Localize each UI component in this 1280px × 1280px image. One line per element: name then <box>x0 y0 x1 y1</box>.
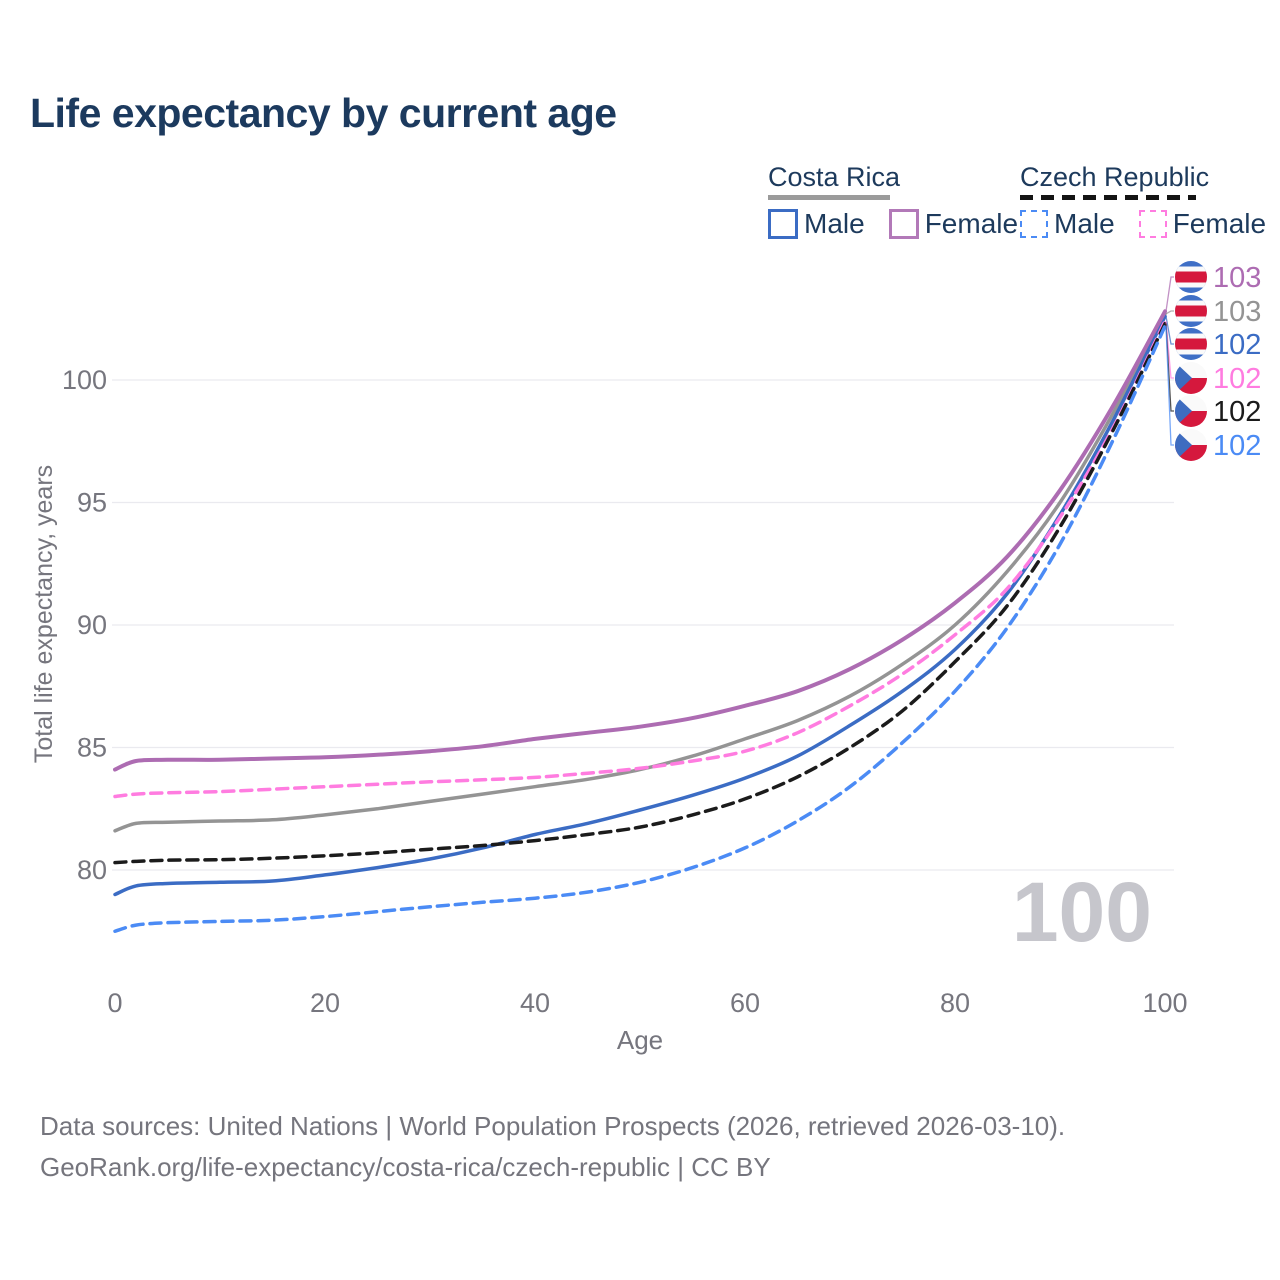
end-label-leader-costa-rica-male <box>1165 316 1174 345</box>
costa-rica-flag-icon <box>1175 261 1207 293</box>
legend-item-label: Female <box>924 208 1019 239</box>
legend-item-label: Male <box>1054 208 1115 239</box>
chart-footer: Data sources: United Nations | World Pop… <box>40 1106 1065 1188</box>
legend-group-costa-rica: Costa Rica Male Female <box>768 162 1018 239</box>
end-label-leader-costa-rica-female <box>1165 276 1174 312</box>
age-counter-watermark: 100 <box>1012 865 1152 959</box>
czech-republic-flag-icon <box>1175 429 1207 461</box>
costa-rica-male-swatch-icon <box>768 209 798 239</box>
costa-rica-flag-icon <box>1175 328 1207 360</box>
y-tick-label-80: 80 <box>77 855 107 885</box>
y-axis-title: Total life expectancy, years <box>30 465 58 763</box>
legend-group-czech-republic: Czech Republic Male Female <box>1020 162 1266 239</box>
y-tick-label-100: 100 <box>62 365 107 395</box>
czech-republic-female-swatch-icon <box>1138 210 1167 238</box>
series-line-czech-republic-male[interactable] <box>113 324 1167 933</box>
x-tick-label-0: 0 <box>107 988 122 1018</box>
czech-republic-flag-icon <box>1175 362 1207 394</box>
end-value-label-czech-republic: 102 <box>1213 396 1261 428</box>
legend-item-czech-republic-male[interactable]: Male <box>1020 209 1115 239</box>
end-label-leader-czech-republic-male <box>1165 326 1174 446</box>
series-line-czech-republic-female[interactable] <box>113 319 1167 799</box>
end-value-label-costa-rica-female: 103 <box>1213 262 1261 294</box>
x-tick-label-40: 40 <box>520 988 550 1018</box>
end-value-label-czech-republic-male: 102 <box>1213 430 1261 462</box>
legend-item-costa-rica-male[interactable]: Male <box>768 209 865 239</box>
czech-republic-male-swatch-icon <box>1020 210 1048 238</box>
y-tick-label-95: 95 <box>77 488 107 518</box>
czech-republic-flag-icon <box>1175 395 1207 427</box>
costa-rica-flag-icon <box>1175 295 1207 327</box>
series-line-czech-republic[interactable] <box>113 321 1167 865</box>
legend-item-label: Female <box>1172 208 1267 239</box>
legend-item-label: Male <box>804 208 865 239</box>
x-tick-label-80: 80 <box>940 988 970 1018</box>
end-label-leader-costa-rica <box>1165 310 1174 315</box>
end-value-label-czech-republic-female: 102 <box>1213 363 1261 395</box>
end-label-leader-czech-republic-female <box>1165 321 1174 379</box>
chart-legend: Costa Rica Male Female Czech Republic Ma… <box>0 162 1280 242</box>
y-tick-label-85: 85 <box>77 733 107 763</box>
end-value-label-costa-rica-male: 102 <box>1213 329 1261 361</box>
page-title: Life expectancy by current age <box>30 90 617 136</box>
costa-rica-female-swatch-icon <box>888 209 919 239</box>
data-sources-text: Data sources: United Nations | World Pop… <box>40 1111 1066 1141</box>
legend-title-czech-republic: Czech Republic <box>1020 162 1210 192</box>
series-line-costa-rica-female[interactable] <box>113 309 1167 772</box>
legend-item-costa-rica-female[interactable]: Female <box>888 208 1019 239</box>
czech-republic-dashed-line-swatch <box>1020 195 1196 200</box>
x-axis-title: Age <box>617 1025 663 1055</box>
legend-item-czech-republic-female[interactable]: Female <box>1138 208 1267 239</box>
legend-title-costa-rica: Costa Rica <box>768 162 901 192</box>
x-tick-label-100: 100 <box>1142 988 1187 1018</box>
series-line-costa-rica-male[interactable] <box>113 314 1167 897</box>
x-tick-label-20: 20 <box>310 988 340 1018</box>
end-value-label-costa-rica: 103 <box>1213 296 1261 328</box>
x-tick-label-60: 60 <box>730 988 760 1018</box>
y-tick-label-90: 90 <box>77 610 107 640</box>
series-line-costa-rica[interactable] <box>113 312 1167 833</box>
attribution-text: GeoRank.org/life-expectancy/costa-rica/c… <box>40 1152 771 1182</box>
costa-rica-solid-line-swatch <box>768 195 890 200</box>
